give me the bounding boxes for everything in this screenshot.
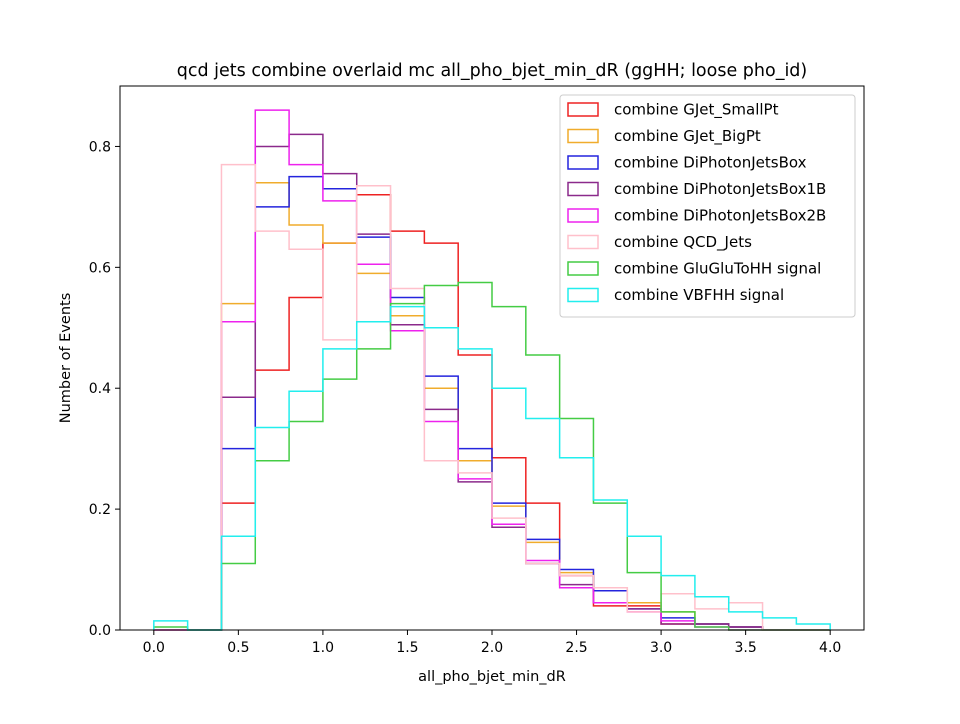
y-tick-label: 0.6 [89, 260, 111, 276]
legend-entry-label: combine QCD_Jets [614, 233, 752, 252]
y-tick-label: 0.2 [89, 502, 111, 518]
x-tick-label: 0.5 [227, 640, 249, 656]
series-step-line-7 [153, 305, 831, 631]
x-tick-label: 1.0 [312, 640, 334, 656]
legend-entry-label: combine DiPhotonJetsBox2B [614, 207, 826, 225]
legend-entry-label: combine VBFHH signal [614, 286, 784, 304]
legend-swatch [567, 181, 599, 197]
legend-swatch [567, 155, 599, 170]
x-tick-label: 3.0 [650, 640, 672, 656]
legend-swatch [567, 234, 599, 250]
histogram-layer [153, 109, 831, 631]
legend-swatch [567, 128, 599, 144]
legend-entry-label: combine DiPhotonJetsBox1B [614, 180, 826, 198]
x-tick-label: 4.0 [819, 640, 841, 656]
legend-entry-label: combine DiPhotonJetsBox [614, 154, 807, 172]
legend-swatch [567, 208, 599, 223]
y-axis-label: Number of Events [58, 293, 74, 424]
x-tick-label: 1.5 [396, 640, 418, 656]
legend-box [559, 94, 856, 318]
legend-entry-label: combine GJet_BigPt [614, 127, 761, 146]
legend-entry-label: combine GJet_SmallPt [614, 101, 779, 120]
x-tick-label: 2.5 [565, 640, 587, 656]
y-tick-label: 0.0 [89, 623, 111, 639]
x-axis-ticks: 0.0 0.5 1.0 1.5 2.0 2.5 3.0 3.5 4.0 [143, 630, 841, 656]
x-tick-label: 2.0 [481, 640, 503, 656]
y-tick-label: 0.8 [89, 139, 111, 155]
chart-title: qcd jets combine overlaid mc all_pho_bje… [177, 61, 808, 81]
series-step-line-5 [153, 163, 831, 631]
y-axis-ticks: 0.0 0.2 0.4 0.6 0.8 [89, 139, 120, 639]
y-tick-label: 0.4 [89, 381, 111, 397]
x-axis-label: all_pho_bjet_min_dR [418, 669, 566, 685]
legend-swatch [567, 287, 599, 303]
x-tick-label: 3.5 [735, 640, 757, 656]
x-tick-label: 0.0 [143, 640, 165, 656]
legend-swatch [567, 261, 599, 276]
legend-entry-label: combine GluGluToHH signal [614, 260, 821, 278]
legend-swatch [567, 102, 599, 117]
